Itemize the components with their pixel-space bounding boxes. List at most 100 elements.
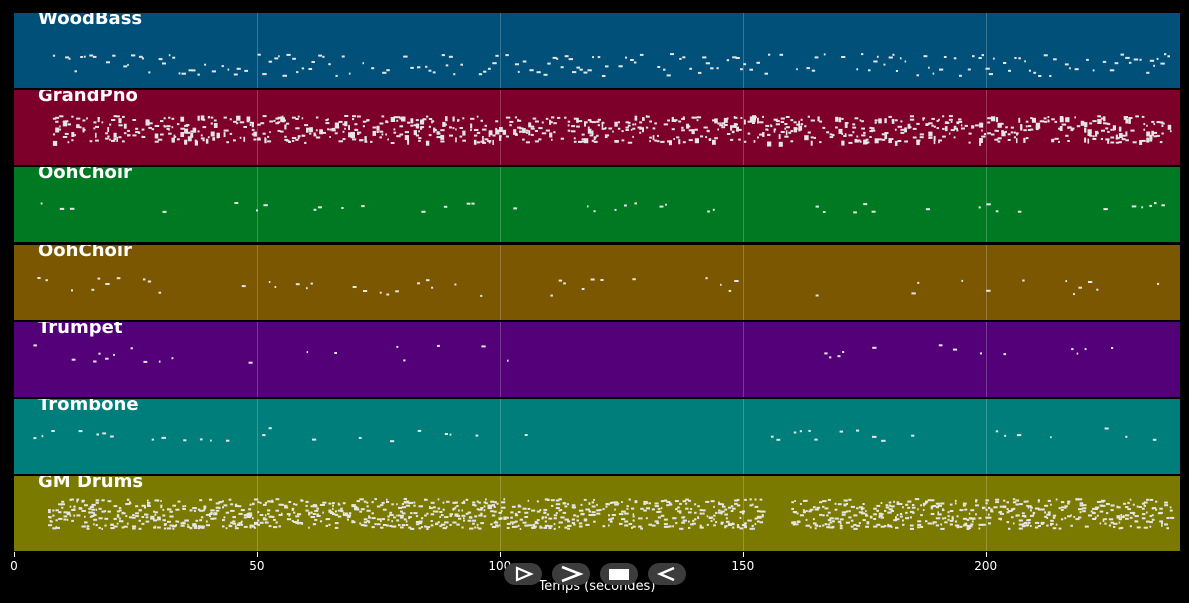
note-mark [897, 140, 901, 143]
note-mark [630, 59, 634, 61]
note-mark [175, 508, 180, 511]
note-mark [1082, 504, 1087, 507]
note-mark [1044, 504, 1049, 507]
note-mark [215, 506, 220, 509]
note-mark [49, 520, 53, 523]
note-mark [439, 511, 443, 513]
note-mark [1092, 138, 1097, 140]
note-mark [84, 515, 86, 518]
note-mark [1100, 138, 1103, 140]
note-mark [1012, 507, 1016, 510]
note-mark [223, 516, 226, 519]
note-mark [580, 512, 585, 515]
note-mark [790, 140, 794, 143]
gridline [256, 90, 258, 165]
note-mark [816, 506, 821, 509]
note-mark [632, 278, 636, 281]
note-mark [205, 524, 210, 527]
gridline [499, 13, 501, 88]
note-mark [348, 512, 352, 515]
note-mark [138, 55, 143, 58]
track-lane[interactable]: OohChoir [14, 167, 1180, 242]
note-mark [503, 517, 507, 520]
forward-button[interactable] [552, 563, 590, 585]
note-mark [1132, 141, 1137, 144]
note-mark [865, 514, 869, 517]
note-mark [246, 516, 252, 518]
note-mark [454, 283, 457, 286]
track-lane[interactable]: GM Drums [14, 476, 1180, 551]
note-mark [253, 138, 257, 141]
gridline [256, 167, 258, 242]
track-lane[interactable]: Trumpet [14, 322, 1180, 397]
note-mark [1088, 514, 1092, 517]
note-mark [573, 117, 577, 120]
note-mark [275, 509, 279, 512]
note-mark [605, 65, 609, 68]
note-mark [584, 121, 588, 124]
note-mark [1120, 514, 1123, 517]
note-mark [912, 127, 917, 130]
note-mark [351, 504, 356, 507]
note-mark [62, 120, 65, 123]
note-mark [654, 139, 658, 142]
note-mark [458, 509, 460, 512]
note-mark [357, 133, 360, 135]
stop-button[interactable] [600, 563, 638, 585]
note-mark [437, 521, 440, 524]
note-mark [550, 499, 555, 502]
rewind-button[interactable] [648, 563, 686, 585]
note-mark [954, 502, 957, 505]
track-lane[interactable]: OohChoir [14, 245, 1180, 320]
note-mark [979, 138, 983, 143]
note-mark [379, 291, 382, 294]
note-mark [522, 128, 526, 134]
note-mark [839, 518, 844, 521]
note-mark [1030, 514, 1034, 517]
note-mark [470, 129, 472, 132]
note-mark [964, 124, 968, 127]
note-mark [792, 523, 795, 526]
note-mark [667, 140, 671, 143]
note-mark [125, 503, 128, 506]
note-mark [935, 517, 941, 520]
note-mark [202, 139, 205, 142]
note-mark [329, 128, 332, 131]
note-mark [553, 517, 557, 520]
note-mark [593, 210, 596, 213]
note-mark [304, 141, 307, 144]
note-mark [428, 134, 432, 137]
note-mark [310, 505, 315, 508]
note-mark [168, 116, 171, 119]
note-mark [1129, 498, 1132, 501]
note-mark [576, 117, 579, 123]
note-mark [251, 128, 255, 131]
note-mark [342, 514, 346, 516]
note-mark [280, 513, 283, 516]
note-mark [553, 122, 557, 125]
note-mark [393, 516, 396, 519]
track-lane[interactable]: WoodBass [14, 13, 1180, 88]
play-button[interactable] [504, 563, 542, 585]
note-mark [1094, 508, 1098, 510]
note-mark [736, 498, 740, 501]
note-mark [112, 54, 116, 57]
note-mark [878, 512, 882, 515]
track-lane[interactable]: Trombone [14, 399, 1180, 474]
note-mark [534, 522, 539, 525]
note-mark [278, 525, 281, 528]
note-mark [732, 526, 735, 529]
note-mark [1035, 122, 1041, 128]
note-mark [953, 57, 957, 60]
note-mark [452, 507, 456, 510]
note-mark [135, 127, 139, 130]
note-mark [1015, 499, 1020, 502]
note-mark [611, 501, 616, 504]
track-lane[interactable]: GrandPno [14, 90, 1180, 165]
note-mark [175, 524, 177, 526]
note-mark [794, 523, 799, 526]
note-mark [495, 520, 497, 523]
note-mark [718, 501, 720, 504]
note-mark [982, 507, 985, 510]
note-mark [495, 129, 500, 135]
